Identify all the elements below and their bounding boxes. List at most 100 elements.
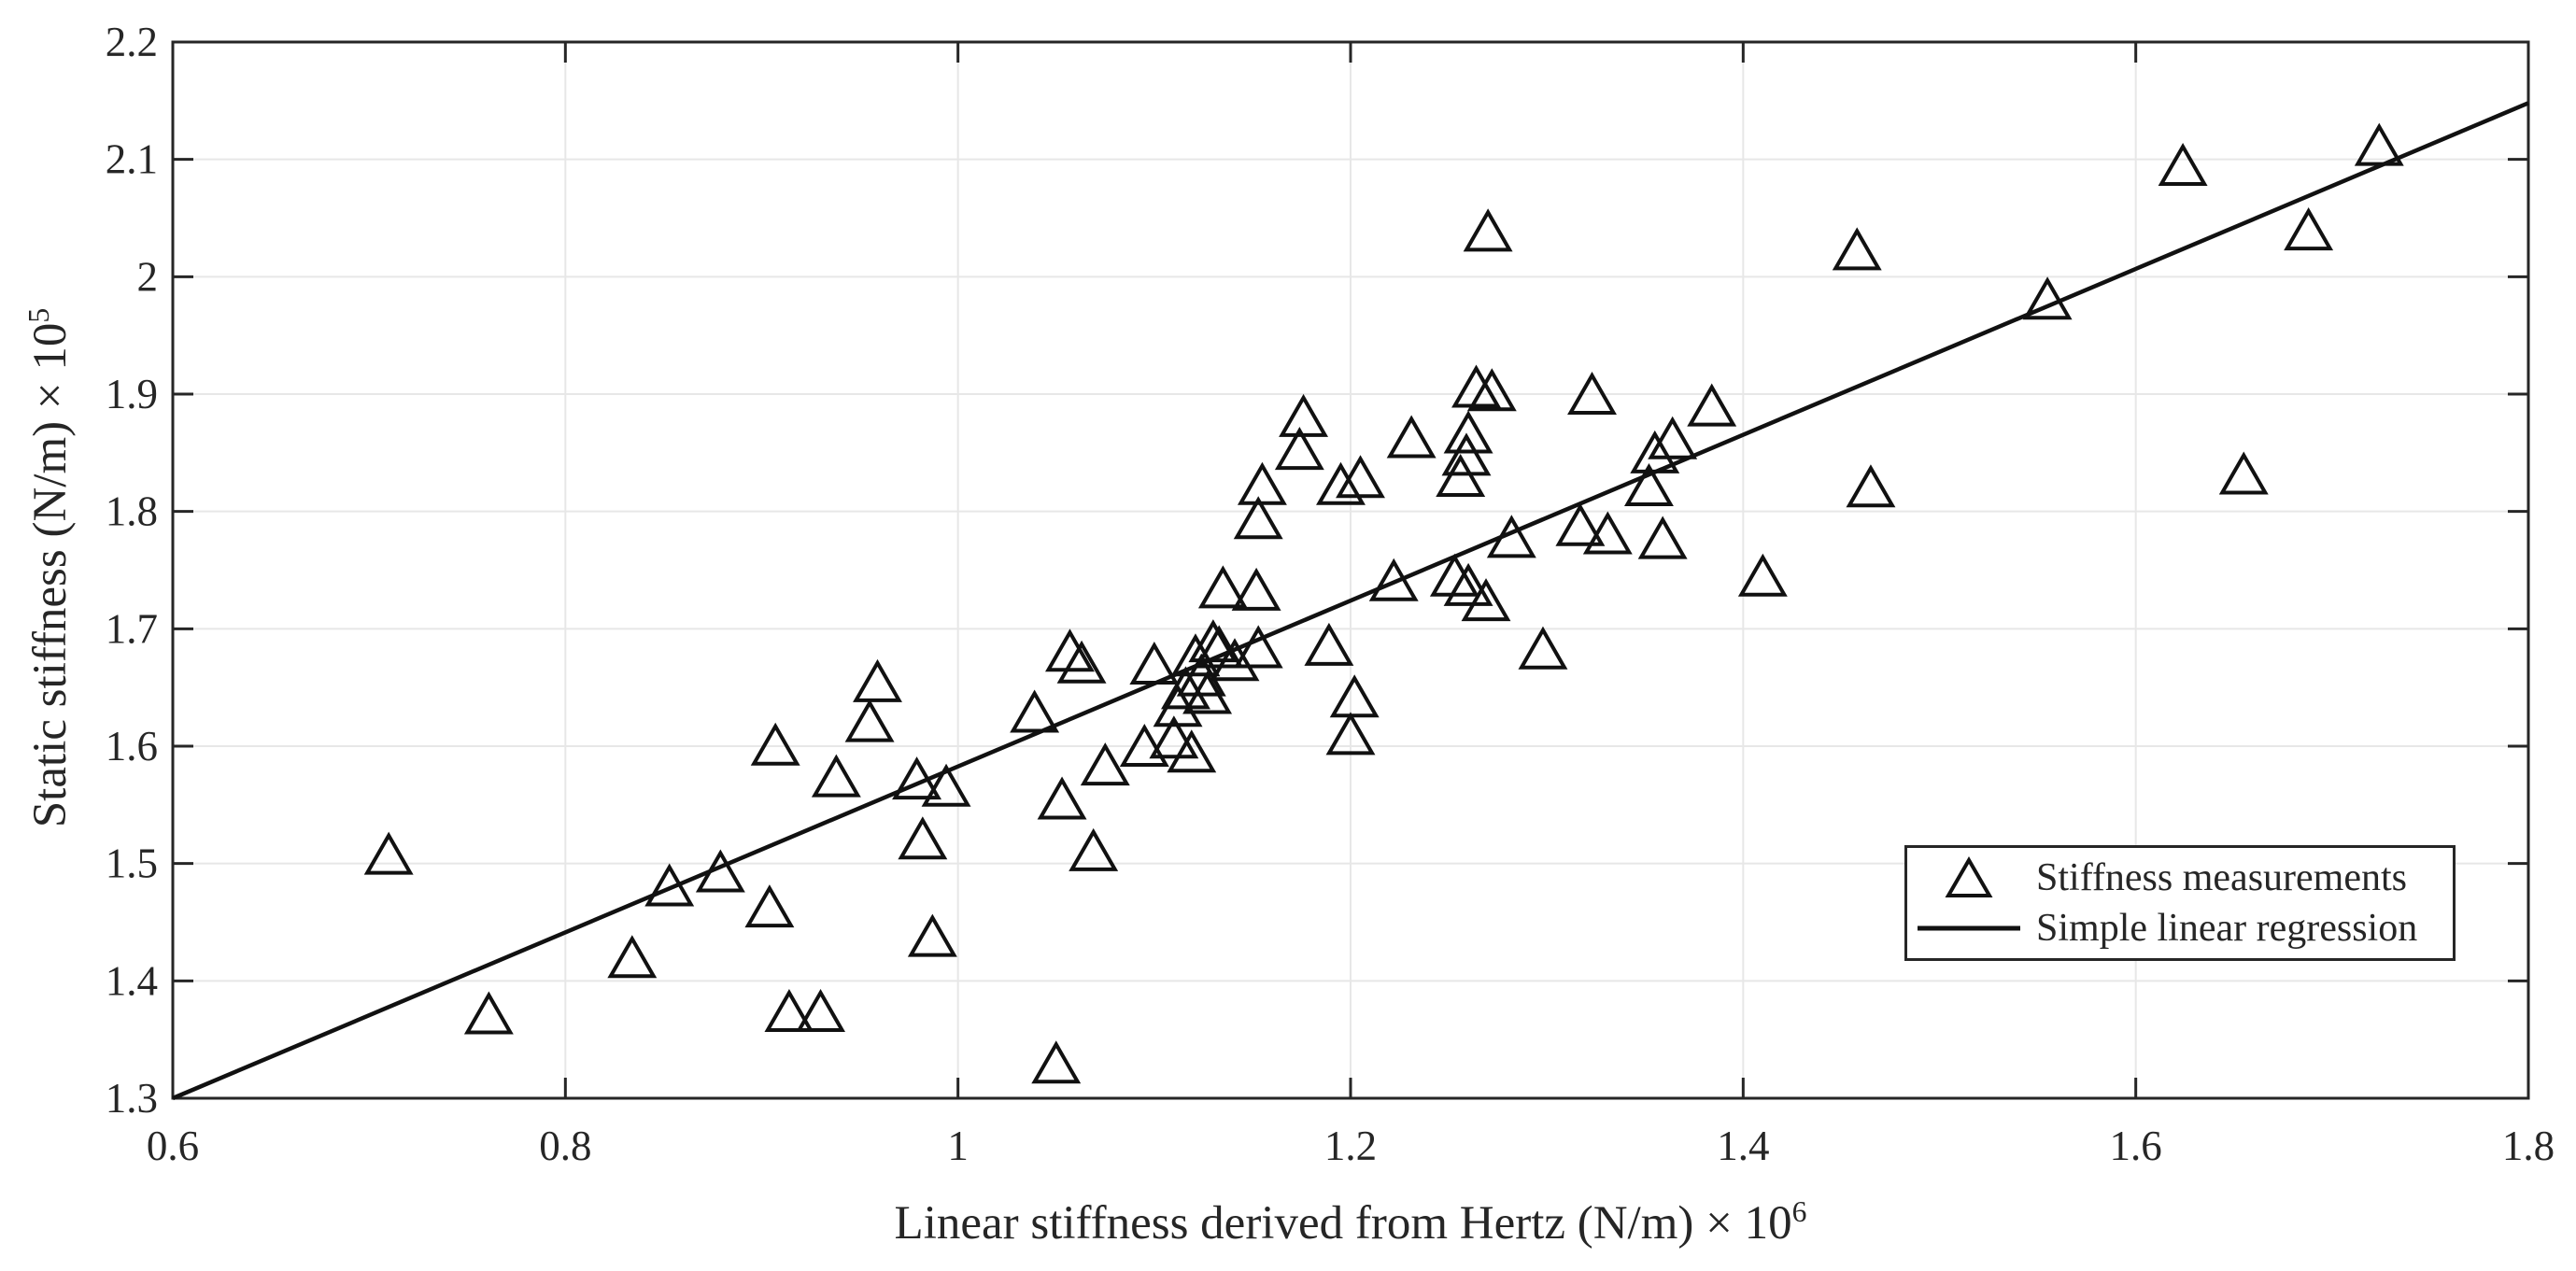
triangle-marker [1329, 674, 1380, 718]
triangle-marker [1233, 625, 1283, 669]
triangle-marker [1056, 640, 1107, 684]
triangle-marker [1233, 496, 1283, 540]
y-tick-label: 1.9 [106, 371, 158, 417]
triangle-marker [1623, 463, 1674, 507]
triangle-marker [1069, 827, 1119, 871]
triangle-marker [1316, 461, 1366, 505]
y-tick-label: 1.3 [106, 1075, 158, 1122]
triangle-marker [1436, 453, 1486, 497]
y-tick-label: 1.7 [106, 605, 158, 652]
x-tick-label: 1 [947, 1123, 969, 1169]
triangle-marker [1161, 666, 1210, 710]
x-tick-label: 1.2 [1324, 1123, 1377, 1169]
triangle-marker [1443, 562, 1493, 606]
triangle-marker [1463, 208, 1513, 252]
triangle-marker [1237, 461, 1287, 505]
x-axis-label: Linear stiffness derived from Hertz (N/m… [895, 1196, 1807, 1250]
y-axis-label-text: Static stiffness (N/m) × 10 [24, 322, 77, 828]
triangle-marker [1010, 689, 1060, 733]
triangle-marker [1368, 558, 1419, 601]
legend-entry-regression: Simple linear regression [1915, 904, 2445, 953]
triangle-marker [463, 991, 514, 1035]
x-tick-label: 1.4 [1717, 1123, 1769, 1169]
x-tick-label: 1.6 [2110, 1123, 2162, 1169]
line-sample-icon [1915, 924, 2023, 933]
triangle-marker [1149, 715, 1199, 759]
triangle-marker [844, 699, 895, 742]
triangle-marker [1197, 565, 1248, 609]
triangle-marker [1080, 742, 1130, 786]
triangle-marker [1153, 684, 1203, 727]
triangle-marker [2158, 142, 2208, 186]
triangle-marker [907, 913, 957, 957]
y-tick-label: 1.5 [106, 840, 158, 887]
y-tick-label: 1.6 [106, 723, 158, 770]
triangle-marker [853, 658, 902, 702]
triangle-marker [1210, 638, 1260, 682]
triangle-marker [644, 863, 695, 907]
triangle-marker [1182, 671, 1233, 714]
triangle-marker [1567, 371, 1617, 415]
triangle-marker [1429, 553, 1479, 597]
triangle-marker [1031, 1040, 1082, 1084]
triangle-marker [2022, 276, 2073, 320]
triangle-marker [607, 935, 658, 979]
triangle-marker [1582, 511, 1633, 555]
triangle-marker [1231, 567, 1281, 611]
triangle-marker [1045, 628, 1095, 672]
triangle-marker [1119, 723, 1169, 767]
x-axis-label-exponent: 6 [1791, 1195, 1807, 1228]
triangle-marker [1461, 578, 1511, 622]
triangle-marker [1037, 776, 1087, 820]
legend: Stiffness measurements Simple linear reg… [1904, 845, 2456, 961]
legend-label-regression: Simple linear regression [2036, 907, 2418, 950]
y-axis-label-exponent: 5 [22, 307, 55, 323]
triangle-marker [750, 722, 800, 766]
triangle-marker [1194, 625, 1244, 669]
triangle-marker [764, 988, 814, 1033]
triangle-marker [1304, 622, 1354, 666]
y-tick-label: 1.8 [106, 488, 158, 535]
triangle-marker [1170, 633, 1221, 677]
triangle-marker [1518, 626, 1568, 670]
triangle-marker [1167, 729, 1217, 773]
triangle-marker [1687, 383, 1737, 427]
triangle-marker [1386, 415, 1437, 459]
triangle-marker [1325, 712, 1376, 756]
triangle-marker [1451, 364, 1501, 408]
y-tick-label: 2.1 [106, 136, 158, 183]
legend-entry-measurements: Stiffness measurements [1915, 854, 2445, 902]
x-tick-label: 0.8 [539, 1123, 591, 1169]
y-axis-label: Static stiffness (N/m) × 105 [22, 307, 78, 828]
triangle-marker-icon [1915, 856, 2023, 899]
triangle-marker [1441, 432, 1492, 476]
triangle-marker [1637, 515, 1688, 559]
triangle-marker [1466, 368, 1517, 412]
legend-label-measurements: Stiffness measurements [2036, 856, 2407, 899]
regression-line [172, 101, 2529, 1101]
triangle-marker [898, 816, 948, 860]
triangle-marker [1846, 464, 1896, 508]
triangle-marker [2218, 451, 2269, 495]
x-tick-label: 0.6 [147, 1123, 199, 1169]
x-axis-label-text: Linear stiffness derived from Hertz (N/m… [894, 1197, 1792, 1250]
triangle-marker [1737, 553, 1788, 597]
triangle-marker [744, 884, 795, 928]
triangle-marker [363, 831, 414, 875]
triangle-marker [1336, 455, 1385, 499]
y-tick-label: 1.4 [106, 957, 158, 1004]
triangle-marker [1832, 227, 1882, 271]
triangle-marker [811, 754, 861, 798]
triangle-marker [921, 763, 971, 807]
y-tick-label: 2.2 [106, 19, 158, 65]
triangle-marker [1274, 427, 1324, 471]
y-tick-label: 2 [137, 253, 159, 300]
triangle-marker [1555, 502, 1606, 546]
triangle-marker [1648, 416, 1698, 459]
triangle-marker [2284, 207, 2334, 251]
triangle-marker [1279, 393, 1329, 437]
x-tick-label: 1.8 [2502, 1123, 2555, 1169]
triangle-marker [1443, 410, 1493, 454]
